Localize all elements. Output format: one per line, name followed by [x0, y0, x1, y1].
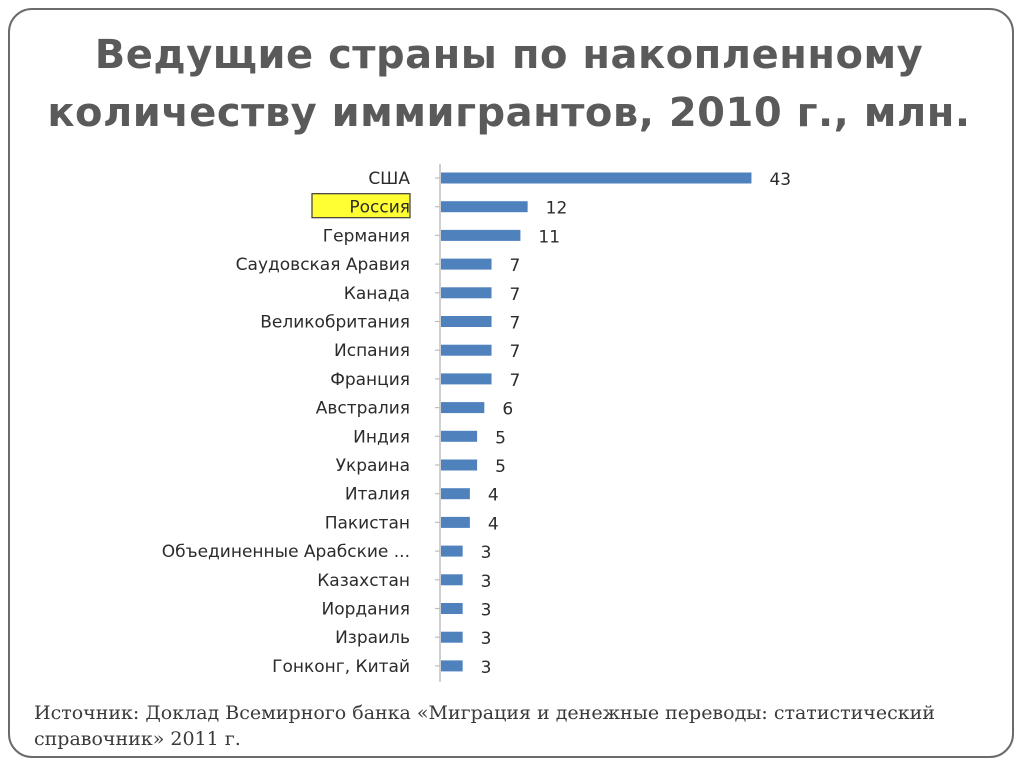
data-label: 3 [481, 629, 492, 649]
category-label: Канада [344, 284, 410, 304]
category-label: Россия [349, 198, 410, 218]
bar [441, 660, 463, 672]
category-label: Иордания [322, 600, 410, 620]
data-label: 4 [488, 486, 499, 506]
category-label: Саудовская Аравия [236, 255, 410, 275]
data-label: 3 [481, 572, 492, 592]
bar [441, 316, 492, 327]
data-label: 5 [495, 428, 506, 448]
category-label: Пакистан [325, 513, 410, 533]
bar [441, 631, 463, 643]
data-label: 11 [538, 227, 560, 247]
category-label: Объединенные Арабские ... [162, 542, 410, 562]
bar [441, 488, 470, 500]
category-label: Франция [330, 370, 410, 390]
source-note: Источник: Доклад Всемирного банка «Мигра… [34, 700, 994, 752]
category-label: Казахстан [317, 571, 410, 591]
bar [441, 229, 521, 241]
category-label: Индия [353, 427, 410, 447]
title-line-1: Ведущие страны по накопленному [94, 32, 924, 78]
bar [441, 373, 492, 385]
data-label: 5 [495, 457, 506, 477]
bar [441, 344, 492, 356]
bar [441, 545, 463, 557]
category-label: Украина [336, 456, 410, 476]
data-label: 6 [502, 400, 513, 420]
bar [441, 516, 470, 528]
bar [441, 201, 528, 213]
data-label: 7 [510, 314, 521, 334]
data-label: 4 [488, 514, 499, 534]
bar [441, 402, 485, 414]
category-label: Италия [345, 485, 410, 505]
data-label: 3 [481, 543, 492, 563]
data-label: 3 [481, 658, 492, 678]
source-line-1: Источник: Доклад Всемирного банка «Мигра… [34, 702, 935, 724]
category-label: Австралия [316, 399, 410, 419]
source-line-2: справочник» 2011 г. [34, 728, 241, 750]
data-label: 7 [510, 256, 521, 276]
data-label: 43 [769, 170, 791, 190]
data-label: 12 [546, 199, 568, 219]
data-label: 3 [481, 601, 492, 621]
category-label: Испания [334, 341, 410, 361]
data-label: 7 [510, 342, 521, 362]
category-label: Великобритания [260, 313, 410, 333]
category-label: Гонконг, Китай [272, 657, 410, 677]
category-label: Израиль [335, 628, 410, 648]
highlight-box [311, 193, 411, 219]
category-label: Германия [323, 226, 410, 246]
bar [441, 603, 463, 614]
bar [441, 459, 478, 471]
bar [441, 287, 492, 299]
bar-chart: США 43 Россия 12 Германия 11 Саудовская Аравия… [110, 150, 844, 685]
bar [441, 574, 463, 586]
data-label: 7 [510, 285, 521, 305]
bar [441, 258, 492, 270]
data-label: 7 [510, 371, 521, 391]
bar [441, 172, 752, 184]
category-label: США [368, 169, 410, 189]
bar [441, 430, 478, 442]
